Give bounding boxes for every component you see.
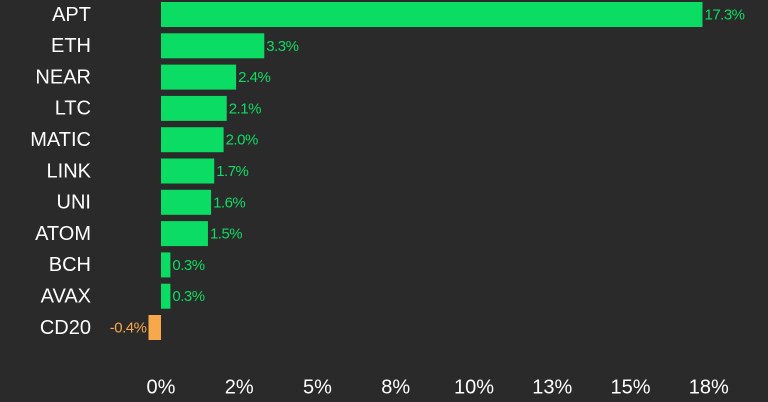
x-tick-label: 8% bbox=[381, 376, 410, 398]
category-label: ETH bbox=[51, 35, 91, 57]
bar bbox=[161, 33, 265, 59]
bar bbox=[148, 315, 161, 340]
value-label: 2.4% bbox=[238, 69, 270, 86]
bar bbox=[161, 95, 227, 121]
x-tick-label: 5% bbox=[303, 376, 332, 398]
value-label: 0.3% bbox=[172, 257, 204, 274]
x-tick-label: 2% bbox=[225, 376, 254, 398]
bar bbox=[161, 2, 703, 27]
value-label: 17.3% bbox=[704, 6, 744, 23]
x-tick-label: 13% bbox=[532, 376, 572, 398]
value-label: 2.1% bbox=[229, 100, 261, 117]
category-label: LINK bbox=[47, 160, 92, 182]
category-label: APT bbox=[52, 4, 91, 26]
value-label: 1.6% bbox=[213, 194, 245, 211]
category-label: LTC bbox=[55, 98, 91, 120]
x-tick-label: 10% bbox=[454, 376, 494, 398]
value-label: -0.4% bbox=[110, 319, 147, 336]
category-label: NEAR bbox=[35, 66, 91, 88]
category-label: UNI bbox=[57, 192, 91, 214]
bar bbox=[161, 189, 212, 215]
value-label: 3.3% bbox=[266, 38, 298, 55]
category-label: CD20 bbox=[40, 317, 91, 339]
bar bbox=[161, 64, 237, 90]
value-label: 0.3% bbox=[172, 288, 204, 305]
bar bbox=[161, 252, 171, 278]
value-label: 2.0% bbox=[226, 132, 258, 149]
bar bbox=[161, 221, 208, 247]
bar bbox=[161, 283, 171, 309]
bar bbox=[161, 127, 224, 153]
category-label: AVAX bbox=[41, 285, 91, 307]
value-label: 1.7% bbox=[216, 163, 248, 180]
x-tick-label: 18% bbox=[689, 376, 729, 398]
bar bbox=[161, 158, 215, 184]
category-label: BCH bbox=[49, 254, 91, 276]
x-tick-label: 15% bbox=[610, 376, 650, 398]
category-label: ATOM bbox=[35, 223, 91, 245]
category-label: MATIC bbox=[30, 129, 91, 151]
x-tick-label: 0% bbox=[147, 376, 176, 398]
value-label: 1.5% bbox=[210, 226, 242, 243]
